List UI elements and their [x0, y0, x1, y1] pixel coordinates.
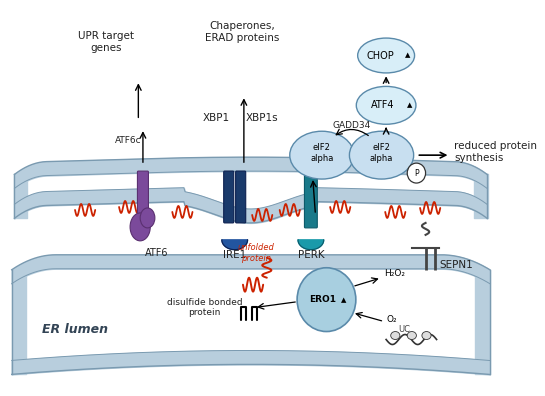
Polygon shape: [298, 240, 324, 249]
FancyBboxPatch shape: [137, 171, 148, 218]
Ellipse shape: [356, 86, 416, 124]
FancyBboxPatch shape: [305, 171, 317, 228]
Text: SEPN1: SEPN1: [439, 260, 473, 270]
Ellipse shape: [391, 331, 400, 339]
Text: CHOP: CHOP: [367, 51, 395, 61]
Text: ▲: ▲: [404, 53, 410, 59]
Ellipse shape: [422, 331, 431, 339]
Text: eIF2
alpha: eIF2 alpha: [310, 143, 334, 163]
Circle shape: [407, 163, 426, 183]
Text: PERK: PERK: [298, 250, 324, 260]
Text: ATF6c: ATF6c: [114, 136, 141, 145]
Ellipse shape: [349, 131, 414, 179]
Ellipse shape: [407, 331, 416, 339]
Text: ▲: ▲: [341, 297, 347, 303]
Text: XBP1: XBP1: [203, 113, 230, 123]
Text: IRE1: IRE1: [223, 250, 246, 260]
FancyBboxPatch shape: [223, 171, 234, 223]
FancyBboxPatch shape: [235, 171, 246, 223]
Text: P: P: [414, 169, 419, 177]
Ellipse shape: [290, 131, 354, 179]
Text: UC: UC: [398, 325, 410, 334]
Circle shape: [297, 268, 356, 331]
Text: ATF4: ATF4: [371, 100, 394, 110]
Text: O₂: O₂: [386, 315, 397, 324]
Text: ATF6: ATF6: [145, 248, 168, 258]
Ellipse shape: [140, 208, 155, 228]
Text: GADD34: GADD34: [332, 121, 371, 130]
Text: unfolded
protein: unfolded protein: [238, 244, 274, 263]
Text: ER lumen: ER lumen: [42, 323, 108, 336]
Text: H₂O₂: H₂O₂: [384, 269, 405, 278]
Text: UPR target
genes: UPR target genes: [78, 31, 134, 53]
Ellipse shape: [358, 38, 415, 73]
Text: eIF2
alpha: eIF2 alpha: [370, 143, 393, 163]
Ellipse shape: [130, 213, 150, 241]
Text: reduced protein
synthesis: reduced protein synthesis: [454, 141, 537, 163]
Text: disulfide bonded
protein: disulfide bonded protein: [167, 298, 242, 317]
Text: XBP1s: XBP1s: [246, 113, 278, 123]
Text: ERO1: ERO1: [310, 295, 336, 304]
Polygon shape: [222, 240, 247, 249]
Text: Chaperones,
ERAD proteins: Chaperones, ERAD proteins: [205, 21, 279, 42]
Text: ▲: ▲: [407, 102, 413, 109]
